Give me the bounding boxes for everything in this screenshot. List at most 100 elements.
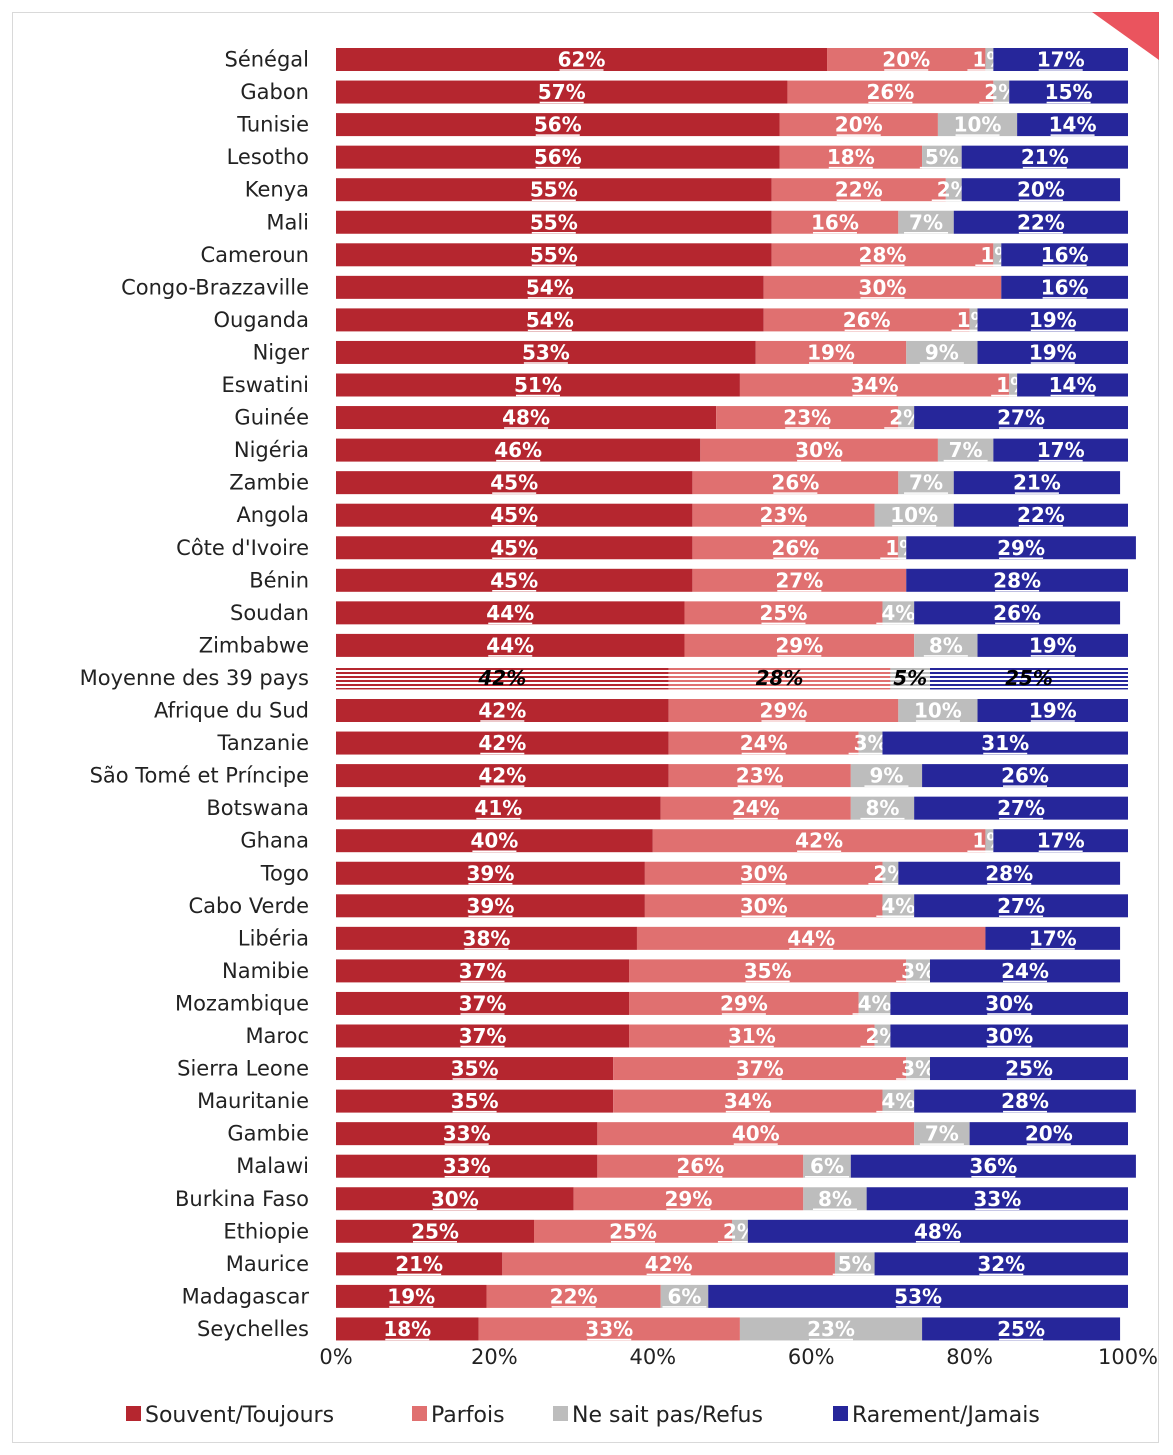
data-label: 18% [827,145,875,169]
country-label: Togo [260,861,309,885]
bar-segment [336,959,630,983]
country-label: Mozambique [175,991,309,1015]
x-tick-label: 80% [946,1345,993,1369]
bar-segment [866,1187,1128,1211]
bar-segment [953,503,1128,527]
bar-segment [1009,373,1018,397]
bar-segment [336,666,669,690]
data-label: 56% [534,145,582,169]
bar-segment [336,699,669,722]
country-labels: Sénégal Gabon Tunisie Lesotho Kenya Mali Camer… [80,48,310,1341]
data-label: 22% [1017,210,1065,234]
data-label: 9% [869,764,903,788]
bar-segment [739,373,1010,397]
bar-segment [874,503,954,527]
data-label: 44% [787,926,835,950]
bar-segment [336,1024,630,1048]
bar-segment [882,894,915,918]
bar-segment [692,536,899,560]
data-label: 28% [1001,1089,1049,1113]
data-label: 20% [1017,178,1065,202]
data-label: 38% [463,926,511,950]
bar-segment [945,178,962,202]
bar-segment [898,536,907,560]
bar-segment [336,1219,534,1243]
bar-segment [336,80,788,104]
bar-segment [977,633,1128,657]
data-label: 6% [810,1154,844,1178]
bar-segment [336,764,669,788]
data-label: 18% [383,1317,431,1341]
data-label: 17% [1029,926,1077,950]
bar-segment [961,145,1128,169]
bar-segment [882,1089,915,1113]
data-label: 25% [609,1219,657,1243]
data-label: 25% [411,1219,459,1243]
data-label: 34% [724,1089,772,1113]
country-label: Côte d'Ivoire [176,536,309,560]
country-label: Cabo Verde [188,894,309,918]
data-label: 26% [771,471,819,495]
country-label: Soudan [230,601,309,625]
bar-segment [890,1024,1128,1048]
bar-segment [336,1187,574,1211]
data-label: 48% [502,406,550,430]
bar-segment [882,731,1128,755]
data-label: 33% [973,1187,1021,1211]
data-label: 24% [732,796,780,820]
bar-segment [613,1089,883,1113]
bar-segment [732,1219,748,1243]
data-label: 42% [477,666,526,690]
data-label: 35% [451,1089,499,1113]
x-tick-label: 60% [788,1345,835,1369]
data-label: 5% [838,1252,872,1276]
country-label: Bénin [249,568,309,592]
data-label: 26% [1001,764,1049,788]
x-tick-label: 100% [1098,1345,1158,1369]
bar-segment [336,1154,598,1178]
data-label: 33% [443,1122,491,1146]
data-label: 26% [993,601,1041,625]
data-label: 5% [893,666,927,690]
data-label: 28% [756,666,804,690]
data-label: 31% [981,731,1029,755]
data-label: 56% [534,113,582,137]
bar-segment [336,471,693,495]
bar-segment [747,1219,1128,1243]
bar-segment [787,80,994,104]
data-label: 33% [443,1154,491,1178]
x-axis: 0% 20% 40% 60% 80% 100% [319,1345,1158,1369]
country-label: Botswana [206,796,309,820]
data-label: 21% [1021,145,1069,169]
x-tick-label: 40% [629,1345,676,1369]
data-label: 37% [459,1024,507,1048]
data-label: 3% [854,731,888,755]
data-label: 29% [997,536,1045,560]
bar-segment [890,666,930,690]
bar-segment [914,633,978,657]
bar-segment [898,471,954,495]
bar-segment [502,1252,835,1276]
bar-segment [763,308,970,332]
bar-segment [336,991,630,1015]
bar-segment [336,113,780,137]
data-label: 8% [865,796,899,820]
data-label: 10% [914,699,962,723]
legend-swatch [126,1406,141,1421]
bar-segment [684,633,915,657]
data-label: 25% [1005,666,1053,690]
bar-segment [716,406,899,430]
bar-segment [652,829,986,853]
bar-segment [993,829,1128,853]
bar-segment [850,796,915,820]
bar-segment [336,1122,598,1146]
data-label: 20% [1025,1122,1073,1146]
bar-segment [684,601,883,625]
bar-segment [771,210,899,234]
data-label: 23% [760,503,808,527]
data-label: 14% [1049,113,1097,137]
bar-segment [977,308,1128,332]
country-label: Ghana [240,829,309,853]
data-label: 17% [1037,438,1085,462]
